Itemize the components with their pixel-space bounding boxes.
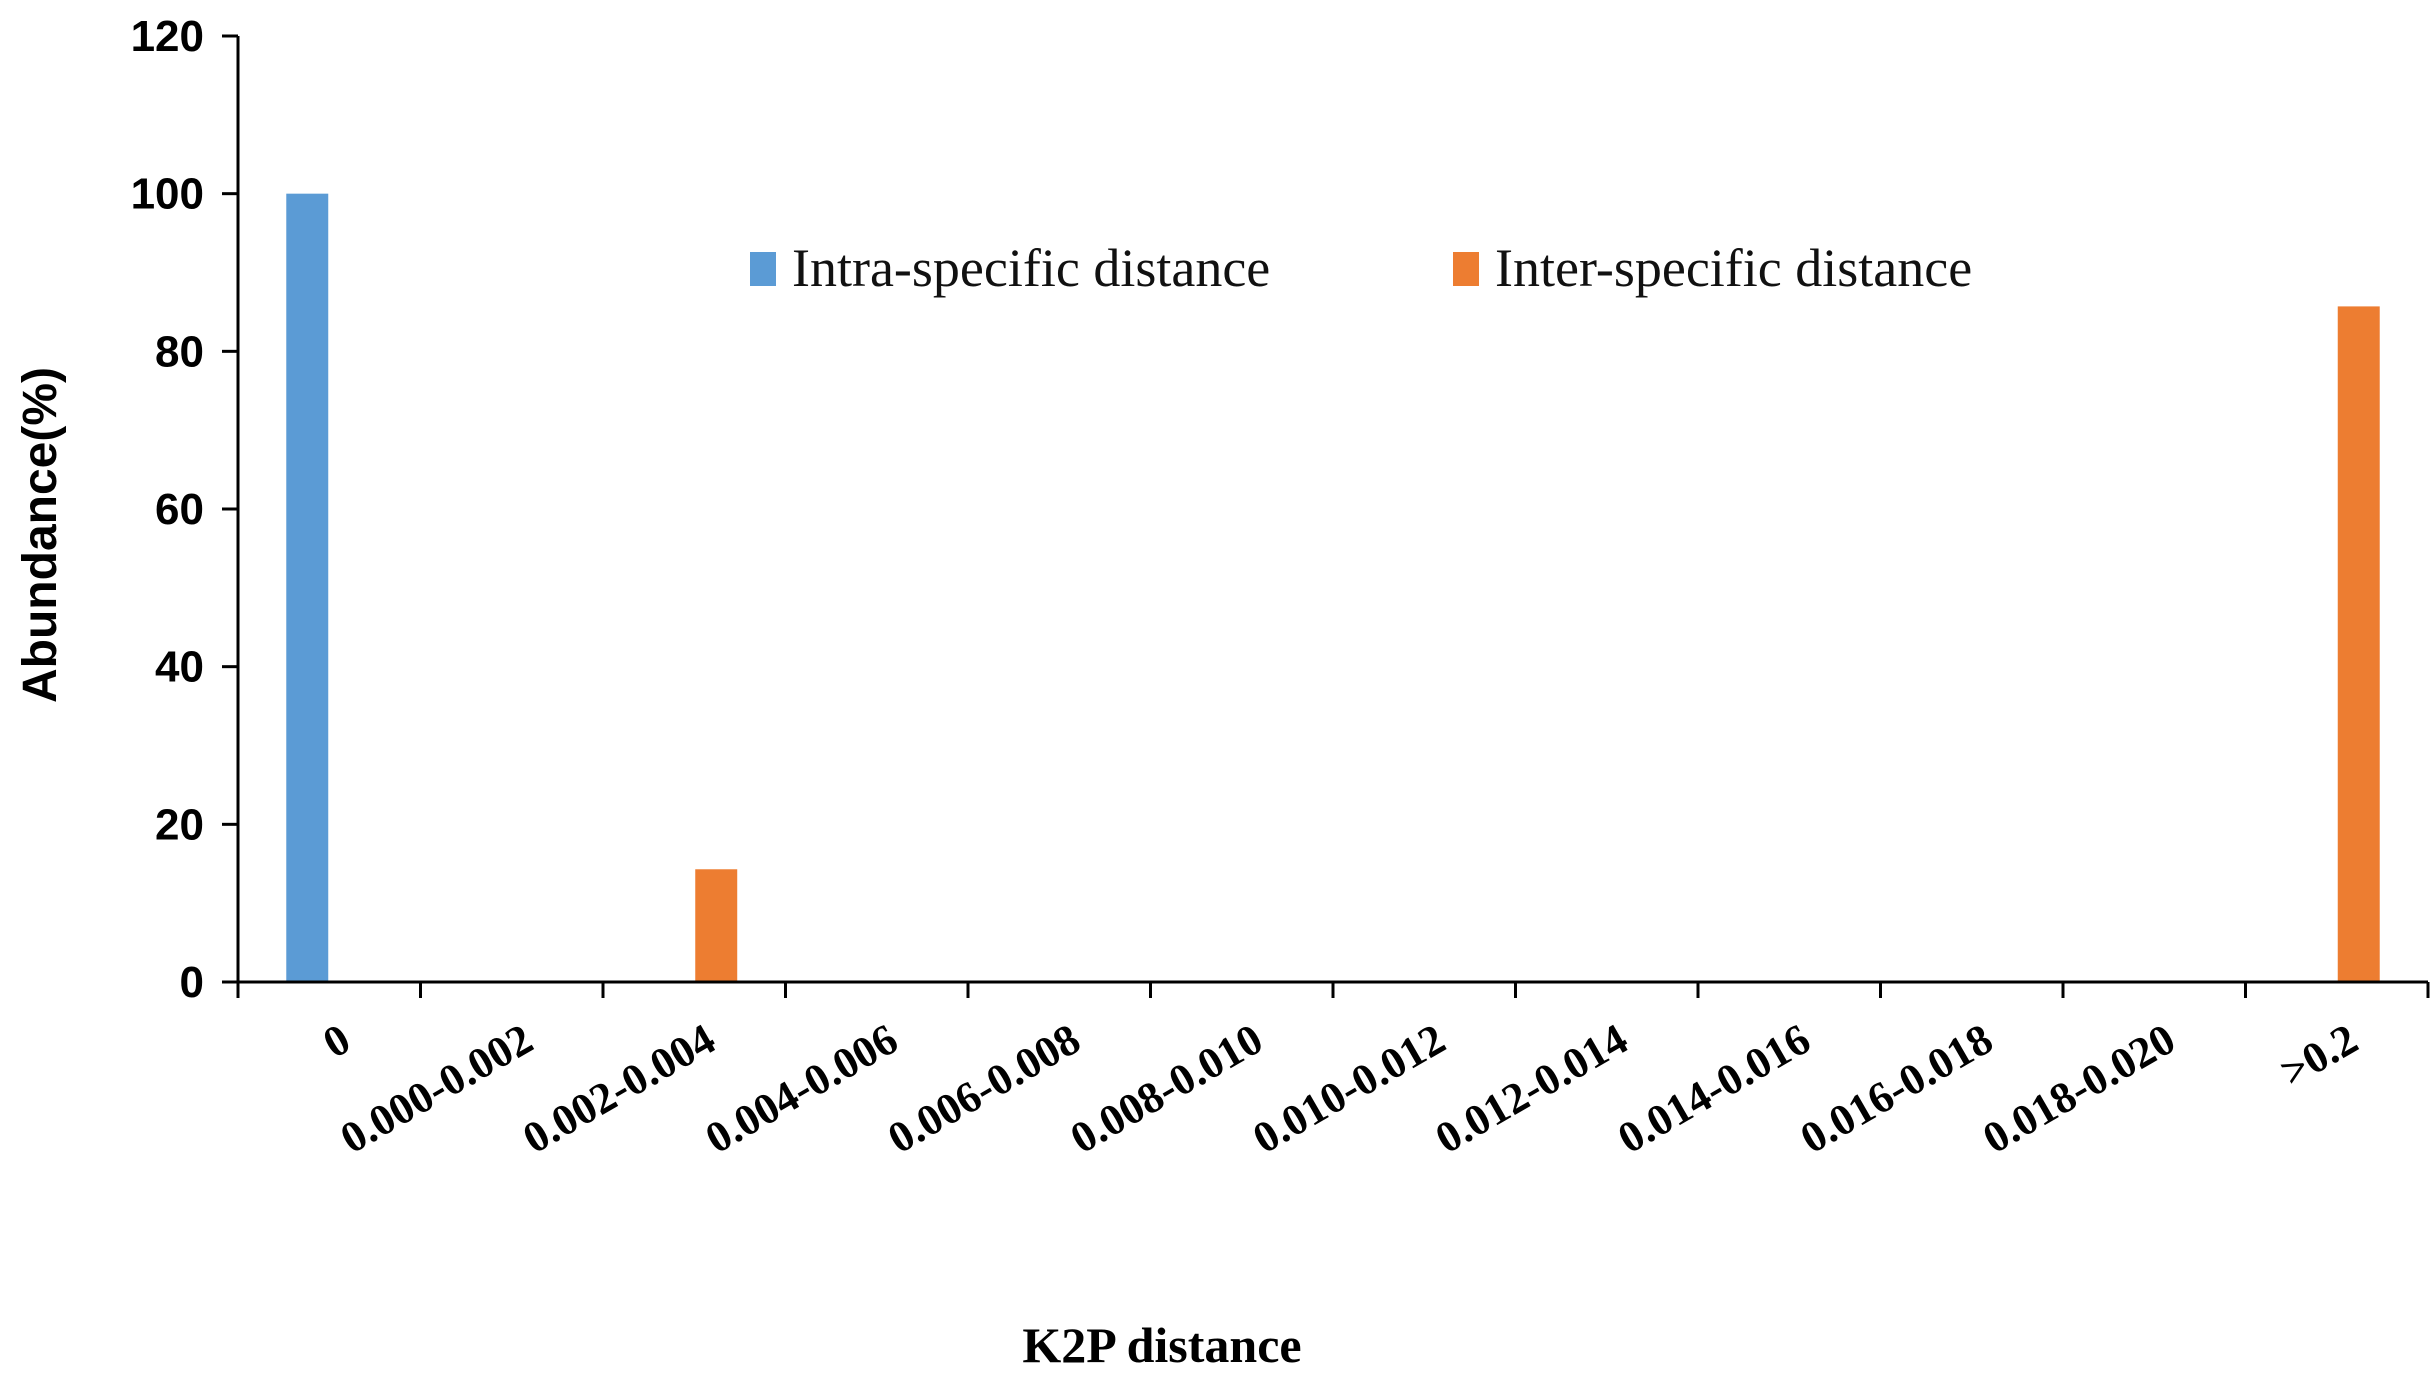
x-axis-title: K2P distance — [1022, 1317, 1301, 1373]
x-tick-label: 0.016-0.018 — [1792, 1014, 2001, 1163]
y-tick-label: 0 — [180, 958, 204, 1007]
bar-inter-2 — [695, 869, 738, 982]
x-tick-label: >0.2 — [2272, 1014, 2366, 1096]
x-tick-label: 0.008-0.010 — [1062, 1014, 1271, 1163]
bar-inter-11 — [2337, 306, 2380, 983]
legend-swatch-intra — [750, 252, 776, 286]
bar-intra-0 — [286, 193, 329, 982]
legend-swatch-inter — [1453, 252, 1479, 286]
y-tick-label: 80 — [155, 327, 204, 376]
y-tick-label: 60 — [155, 485, 204, 534]
legend-label-inter: Inter-specific distance — [1495, 238, 1972, 298]
axes — [222, 34, 2430, 998]
y-tick-label: 20 — [155, 800, 204, 849]
x-tick-label: 0.000-0.002 — [332, 1014, 541, 1163]
y-tick-label: 120 — [131, 12, 204, 61]
y-tick-labels: 0 20 40 60 80 100 120 — [131, 12, 204, 1007]
x-tick-label: 0.006-0.008 — [880, 1014, 1089, 1163]
bars — [286, 193, 2380, 983]
x-tick-label: 0.014-0.016 — [1610, 1014, 1819, 1163]
x-tick-label: 0.018-0.020 — [1975, 1014, 2184, 1163]
x-tick-label: 0.002-0.004 — [515, 1014, 724, 1163]
x-tick-label: 0.010-0.012 — [1245, 1014, 1454, 1163]
legend-label-intra: Intra-specific distance — [792, 238, 1270, 298]
y-tick-label: 100 — [131, 170, 204, 219]
x-tick-label: 0.012-0.014 — [1427, 1014, 1636, 1163]
y-tick-label: 40 — [155, 643, 204, 692]
x-tick-label: 0.004-0.006 — [697, 1014, 906, 1163]
legend: Intra-specific distance Inter-specific d… — [750, 238, 1972, 298]
x-tick-label: 0 — [315, 1014, 359, 1067]
x-tick-labels: 00.000-0.0020.002-0.0040.004-0.0060.006-… — [315, 1014, 2366, 1163]
y-axis-title: Abundance(%) — [14, 367, 67, 703]
